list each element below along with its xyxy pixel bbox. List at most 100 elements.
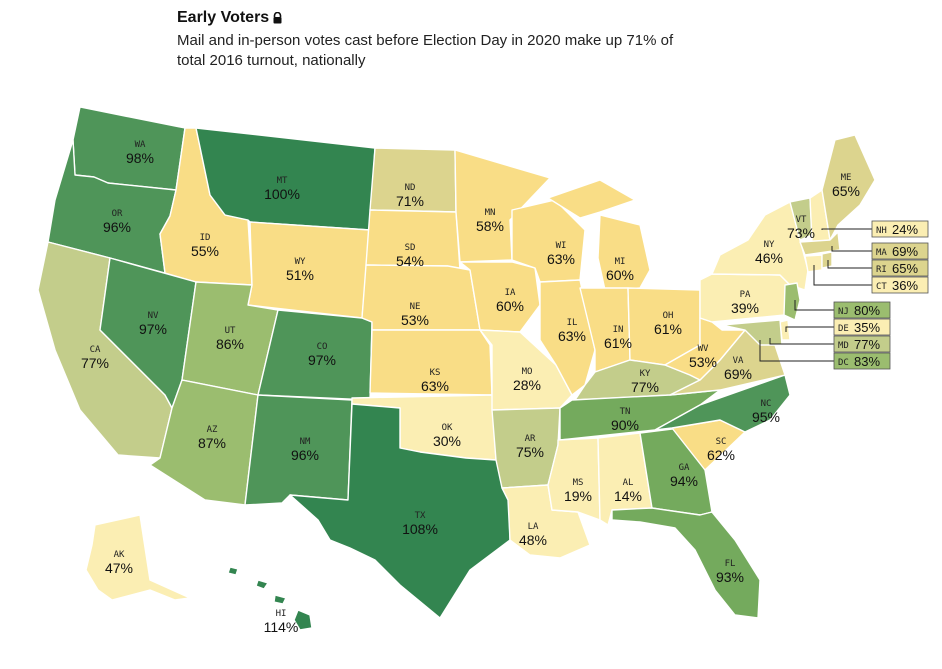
- state-ME: [821, 134, 876, 241]
- state-value: 86%: [216, 336, 244, 352]
- callout-NJ: NJ 80%: [794, 300, 891, 319]
- subtitle-line-2: total 2016 turnout, nationally: [177, 52, 366, 69]
- state-value: 19%: [564, 488, 592, 504]
- state-abbr: TN: [620, 407, 631, 417]
- state-abbr: MO: [522, 367, 533, 377]
- state-value: 63%: [547, 251, 575, 267]
- state-value: 95%: [752, 409, 780, 425]
- callout-abbr: DC: [838, 358, 849, 368]
- state-value: 90%: [611, 417, 639, 433]
- state-value: 108%: [402, 521, 438, 537]
- callout-abbr: NH: [876, 226, 887, 236]
- state-value: 96%: [103, 219, 131, 235]
- callout-abbr: DE: [838, 324, 849, 334]
- state-WV: [664, 317, 746, 381]
- state-value: 63%: [558, 328, 586, 344]
- state-abbr: SC: [716, 437, 727, 447]
- callout-leader-line: [827, 260, 872, 269]
- state-HI-kauai: [227, 566, 239, 576]
- callout-value: 24%: [892, 222, 918, 237]
- callout-box: [833, 352, 891, 370]
- state-value: 114%: [264, 619, 299, 635]
- state-value: 30%: [433, 433, 461, 449]
- state-abbr: AK: [114, 550, 125, 560]
- state-shapes: [37, 106, 876, 631]
- small-state-callouts: NH 24% MA 69% RI 65% CT 36% NJ 80% DE 35% MD 77% DC 83%: [759, 220, 929, 370]
- state-abbr: NM: [300, 437, 311, 447]
- state-MD: [721, 319, 783, 346]
- state-value: 98%: [126, 150, 154, 166]
- state-CT: [804, 254, 823, 273]
- state-value: 96%: [291, 447, 319, 463]
- callout-value: 80%: [854, 303, 880, 318]
- state-value: 97%: [139, 321, 167, 337]
- callout-DC: DC 83%: [759, 340, 891, 370]
- state-abbr: NE: [410, 302, 421, 312]
- callout-DE: DE 35%: [785, 318, 891, 336]
- state-abbr: VT: [796, 215, 807, 225]
- state-KS: [369, 329, 493, 396]
- state-MI-upper: [547, 179, 636, 219]
- state-NJ: [783, 282, 801, 321]
- state-value: 73%: [787, 225, 815, 241]
- state-abbr: SD: [405, 243, 416, 253]
- state-abbr: CA: [90, 345, 101, 355]
- callout-leader-line: [821, 228, 872, 230]
- state-value: 60%: [606, 267, 634, 283]
- callout-leader-line: [769, 338, 834, 345]
- map-title-text: Early Voters: [177, 9, 270, 26]
- state-value: 60%: [496, 298, 524, 314]
- state-abbr: AR: [525, 434, 536, 444]
- map-title: Early Voters: [177, 9, 282, 27]
- state-value: 63%: [421, 378, 449, 394]
- state-abbr: KS: [430, 368, 441, 378]
- state-abbr: MS: [573, 478, 584, 488]
- state-abbr: GA: [679, 463, 690, 473]
- state-abbr: ND: [405, 183, 416, 193]
- callout-RI: RI 65%: [827, 259, 929, 277]
- state-value: 53%: [689, 354, 717, 370]
- state-TX: [289, 403, 511, 619]
- callout-leader-line: [759, 340, 834, 362]
- state-abbr: WA: [135, 140, 146, 150]
- state-AK: [85, 514, 191, 601]
- subtitle-line-1: Mail and in-person votes cast before Ele…: [177, 32, 674, 49]
- state-value: 93%: [716, 569, 744, 585]
- state-abbr: HI: [276, 609, 287, 619]
- state-HI-oahu: [255, 579, 269, 590]
- state-abbr: WV: [698, 344, 709, 354]
- state-value: 75%: [516, 444, 544, 460]
- state-value: 97%: [308, 352, 336, 368]
- callout-box: [871, 276, 929, 294]
- state-value: 77%: [631, 379, 659, 395]
- callout-MA: MA 69%: [831, 242, 929, 260]
- callout-abbr: MA: [876, 248, 887, 258]
- callout-value: 77%: [854, 337, 880, 352]
- callout-abbr: CT: [876, 282, 887, 292]
- callout-value: 65%: [892, 261, 918, 276]
